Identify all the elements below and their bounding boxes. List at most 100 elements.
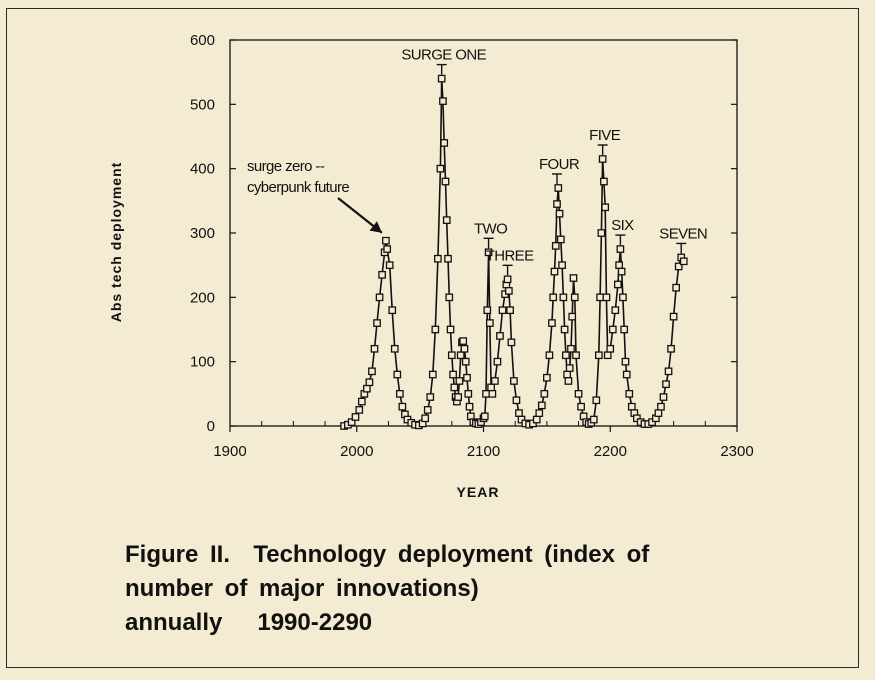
data-point xyxy=(480,412,489,421)
data-point xyxy=(551,242,560,250)
data-point xyxy=(603,351,612,360)
y-axis-label: Abs tech deployment xyxy=(108,162,124,323)
data-point xyxy=(550,267,559,276)
y-tick-label: 500 xyxy=(190,96,215,113)
data-point xyxy=(614,280,622,289)
annotation-label: THREE xyxy=(486,247,534,264)
data-point xyxy=(568,312,577,321)
data-point xyxy=(672,283,681,292)
data-point xyxy=(512,396,521,405)
data-point xyxy=(549,293,558,302)
data-point xyxy=(488,389,497,398)
annotation-label: FIVE xyxy=(589,127,621,144)
data-point xyxy=(370,344,379,353)
data-point xyxy=(556,235,565,244)
annotation-label: SURGE ONE xyxy=(401,47,486,64)
data-point xyxy=(436,164,445,173)
data-point xyxy=(442,216,451,224)
data-point xyxy=(383,245,392,253)
chart-series xyxy=(340,74,688,430)
caption-line-2: number of major innovations) xyxy=(125,575,479,602)
data-point xyxy=(440,139,449,147)
x-tick-label: 2200 xyxy=(594,443,627,460)
data-point xyxy=(382,236,390,245)
data-point xyxy=(617,267,626,276)
data-point xyxy=(446,325,455,334)
data-point xyxy=(447,351,456,360)
data-point xyxy=(426,393,435,401)
data-point xyxy=(594,351,603,360)
data-point xyxy=(506,306,514,315)
data-point xyxy=(395,389,404,398)
data-point xyxy=(461,357,470,366)
data-point xyxy=(564,377,573,385)
chart-labels: SURGE ONE TWO THREE FOUR FIVE SIX SEVEN surge z… xyxy=(247,47,708,276)
data-point xyxy=(560,325,569,334)
data-point xyxy=(674,262,683,271)
annotation-label: TWO xyxy=(474,220,507,237)
data-point xyxy=(569,274,578,282)
data-point xyxy=(439,97,447,105)
data-point xyxy=(363,384,371,393)
data-point xyxy=(463,373,471,382)
x-tick-label: 2000 xyxy=(340,443,373,460)
data-point xyxy=(554,184,563,192)
data-point xyxy=(600,177,608,186)
data-point xyxy=(504,287,513,295)
data-point xyxy=(625,389,634,398)
data-point xyxy=(601,203,610,212)
data-point xyxy=(616,245,625,253)
data-point xyxy=(460,344,469,353)
data-point xyxy=(562,351,570,360)
data-point xyxy=(441,177,450,186)
data-point xyxy=(659,393,668,401)
data-point xyxy=(598,155,607,163)
callout-arrow-head xyxy=(369,221,382,233)
x-axis-label: YEAR xyxy=(457,484,500,500)
data-point xyxy=(592,396,601,405)
data-point xyxy=(555,209,564,218)
caption-line-3: annually 1990-2290 xyxy=(125,609,373,636)
data-point xyxy=(548,319,556,327)
data-point xyxy=(421,414,430,423)
data-point xyxy=(597,229,606,237)
data-point xyxy=(351,413,360,421)
data-point xyxy=(667,344,675,353)
data-point xyxy=(602,293,611,302)
chart-axes: 0 100 200 300 400 500 600 1900 2000 2100 2200 2300 xyxy=(190,32,754,460)
data-point xyxy=(484,248,493,257)
data-point xyxy=(532,415,541,424)
data-point xyxy=(388,306,397,315)
data-point xyxy=(491,377,499,385)
data-point xyxy=(657,402,665,411)
data-point xyxy=(444,254,452,263)
data-point xyxy=(496,332,504,340)
data-point xyxy=(498,306,507,315)
data-point xyxy=(619,293,627,302)
data-point xyxy=(464,389,473,398)
data-point xyxy=(537,401,546,410)
data-point xyxy=(459,337,468,345)
data-point xyxy=(577,402,585,411)
x-tick-label: 2100 xyxy=(467,443,500,460)
data-point xyxy=(373,319,381,327)
data-point xyxy=(398,402,407,411)
y-tick-label: 300 xyxy=(190,225,215,242)
data-point xyxy=(515,409,523,417)
data-point xyxy=(615,261,623,270)
data-point xyxy=(455,377,464,385)
data-point xyxy=(567,344,575,353)
data-point xyxy=(563,370,572,379)
data-point xyxy=(622,370,631,379)
data-point xyxy=(553,200,561,208)
data-point xyxy=(375,293,384,302)
data-point xyxy=(483,306,492,315)
annotation-label: SIX xyxy=(611,217,634,234)
data-point xyxy=(482,389,490,398)
data-point xyxy=(385,261,394,270)
data-point xyxy=(390,344,399,353)
y-tick-label: 400 xyxy=(190,161,215,178)
annotation-label: FOUR xyxy=(539,156,580,173)
data-point xyxy=(368,367,376,376)
